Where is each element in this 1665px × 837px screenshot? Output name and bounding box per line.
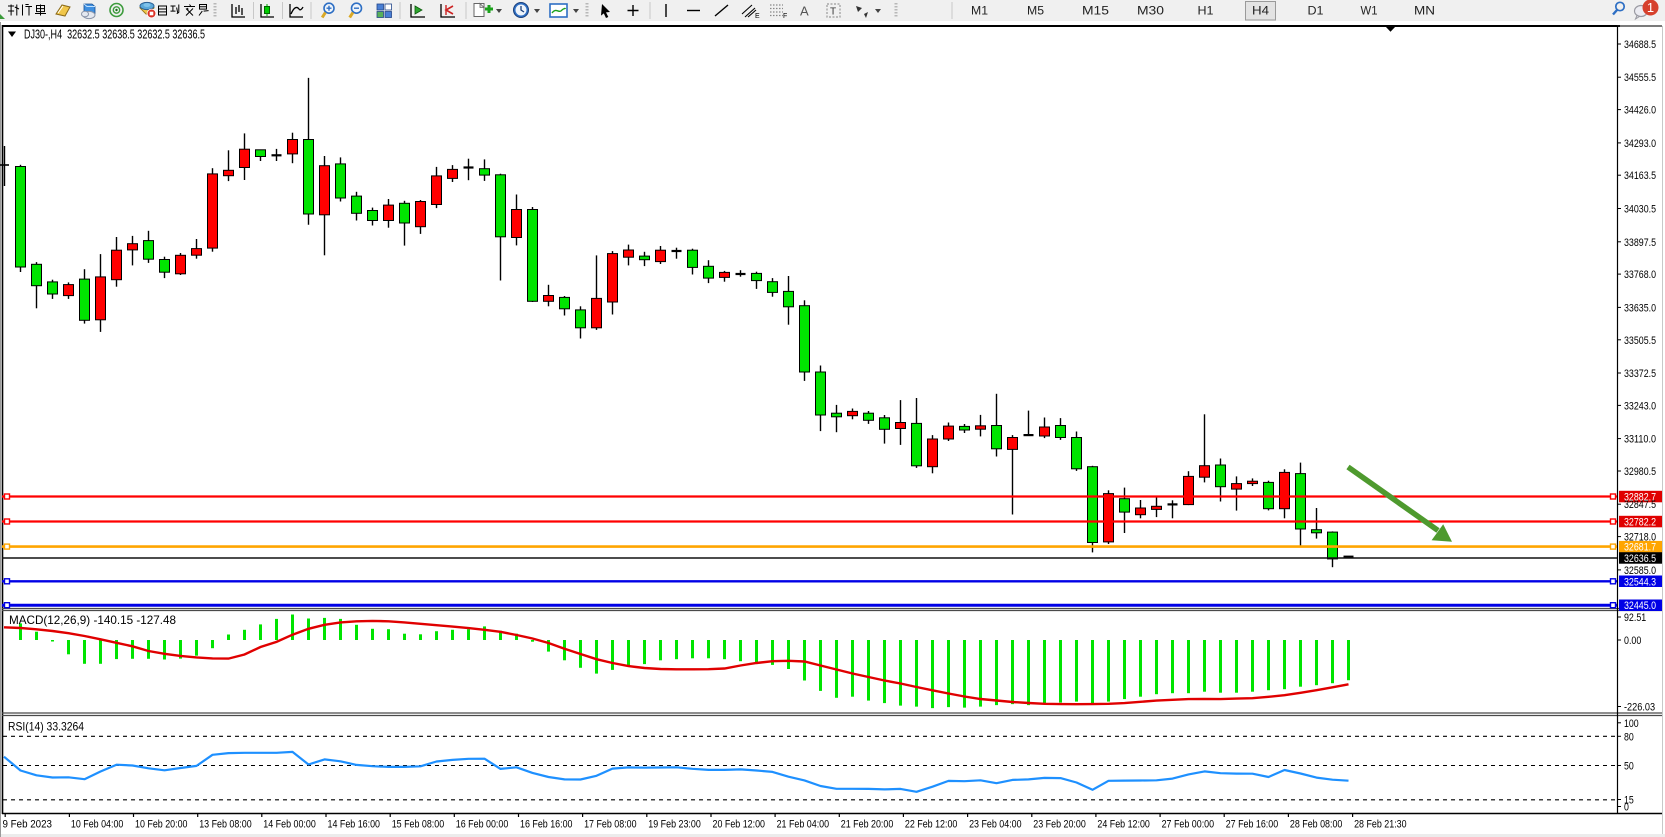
svg-text:33243.0: 33243.0	[1624, 400, 1656, 412]
svg-text:24 Feb 12:00: 24 Feb 12:00	[1097, 819, 1150, 831]
svg-text:10 Feb 04:00: 10 Feb 04:00	[71, 819, 124, 831]
svg-text:32445.0: 32445.0	[1624, 600, 1656, 612]
svg-text:17 Feb 08:00: 17 Feb 08:00	[584, 819, 637, 831]
svg-text:T: T	[830, 7, 836, 18]
svg-text:M5: M5	[1027, 4, 1044, 18]
svg-text:DJ30-,H4 32632.5 32638.5 3263: DJ30-,H4 32632.5 32638.5 32632.5 32636.5	[24, 28, 205, 42]
svg-text:MN: MN	[1414, 4, 1435, 18]
svg-text:32544.3: 32544.3	[1624, 576, 1656, 588]
svg-text:E: E	[755, 13, 760, 20]
svg-text:34163.5: 34163.5	[1624, 170, 1656, 182]
svg-text:15: 15	[1624, 795, 1634, 807]
svg-text:32718.0: 32718.0	[1624, 532, 1656, 544]
svg-text:22 Feb 12:00: 22 Feb 12:00	[905, 819, 958, 831]
svg-text:20 Feb 12:00: 20 Feb 12:00	[713, 819, 766, 831]
svg-text:32980.5: 32980.5	[1624, 466, 1656, 478]
svg-text:34688.5: 34688.5	[1624, 39, 1656, 51]
svg-text:15 Feb 08:00: 15 Feb 08:00	[392, 819, 445, 831]
svg-text:33897.5: 33897.5	[1624, 237, 1656, 249]
svg-text:W1: W1	[1361, 4, 1378, 18]
svg-text:32585.0: 32585.0	[1624, 565, 1656, 577]
svg-text:9 Feb 2023: 9 Feb 2023	[3, 819, 53, 831]
svg-text:33372.5: 33372.5	[1624, 368, 1656, 380]
svg-text:23 Feb 20:00: 23 Feb 20:00	[1033, 819, 1086, 831]
svg-text:D1: D1	[1308, 4, 1324, 18]
svg-text:50: 50	[1624, 761, 1634, 773]
svg-text:28 Feb 08:00: 28 Feb 08:00	[1290, 819, 1343, 831]
svg-text:32847.5: 32847.5	[1624, 499, 1656, 511]
svg-text:32681.7: 32681.7	[1624, 542, 1656, 554]
svg-text:33768.0: 33768.0	[1624, 269, 1656, 281]
svg-text:13 Feb 08:00: 13 Feb 08:00	[199, 819, 252, 831]
svg-text:14 Feb 00:00: 14 Feb 00:00	[263, 819, 316, 831]
svg-text:21 Feb 20:00: 21 Feb 20:00	[841, 819, 894, 831]
svg-text:16 Feb 16:00: 16 Feb 16:00	[520, 819, 573, 831]
svg-text:H1: H1	[1198, 4, 1214, 18]
svg-text:33635.0: 33635.0	[1624, 302, 1656, 314]
svg-text:34030.5: 34030.5	[1624, 204, 1656, 216]
svg-text:80: 80	[1624, 731, 1634, 743]
svg-text:100: 100	[1624, 718, 1639, 730]
svg-text:28 Feb 21:30: 28 Feb 21:30	[1354, 819, 1407, 831]
svg-text:92.51: 92.51	[1624, 612, 1646, 624]
svg-text:10 Feb 20:00: 10 Feb 20:00	[135, 819, 188, 831]
svg-text:14 Feb 16:00: 14 Feb 16:00	[328, 819, 381, 831]
svg-text:23 Feb 04:00: 23 Feb 04:00	[969, 819, 1022, 831]
svg-text:33505.5: 33505.5	[1624, 335, 1656, 347]
svg-text:34555.5: 34555.5	[1624, 72, 1656, 84]
svg-text:1: 1	[1647, 0, 1654, 15]
svg-text:0: 0	[1624, 802, 1629, 814]
svg-text:33110.0: 33110.0	[1624, 434, 1656, 446]
svg-text:M15: M15	[1082, 4, 1109, 18]
svg-text:-226.03: -226.03	[1624, 702, 1655, 714]
svg-text:34293.0: 34293.0	[1624, 138, 1656, 150]
svg-text:32882.7: 32882.7	[1624, 492, 1656, 504]
svg-text:F: F	[783, 13, 787, 20]
svg-text:21 Feb 04:00: 21 Feb 04:00	[777, 819, 830, 831]
svg-text:34426.0: 34426.0	[1624, 105, 1656, 117]
svg-text:27 Feb 00:00: 27 Feb 00:00	[1162, 819, 1215, 831]
svg-text:M30: M30	[1137, 4, 1164, 18]
svg-text:RSI(14) 33.3264: RSI(14) 33.3264	[8, 720, 84, 734]
svg-text:H4: H4	[1252, 4, 1269, 18]
svg-text:0.00: 0.00	[1624, 635, 1641, 647]
svg-text:16 Feb 00:00: 16 Feb 00:00	[456, 819, 509, 831]
svg-text:M1: M1	[971, 4, 988, 18]
svg-text:19 Feb 23:00: 19 Feb 23:00	[648, 819, 701, 831]
svg-text:MACD(12,26,9) -140.15 -127.48: MACD(12,26,9) -140.15 -127.48	[9, 613, 176, 627]
svg-text:32636.5: 32636.5	[1624, 553, 1656, 565]
svg-text:27 Feb 16:00: 27 Feb 16:00	[1226, 819, 1279, 831]
svg-text:A: A	[800, 4, 809, 19]
svg-text:32782.2: 32782.2	[1624, 517, 1656, 529]
